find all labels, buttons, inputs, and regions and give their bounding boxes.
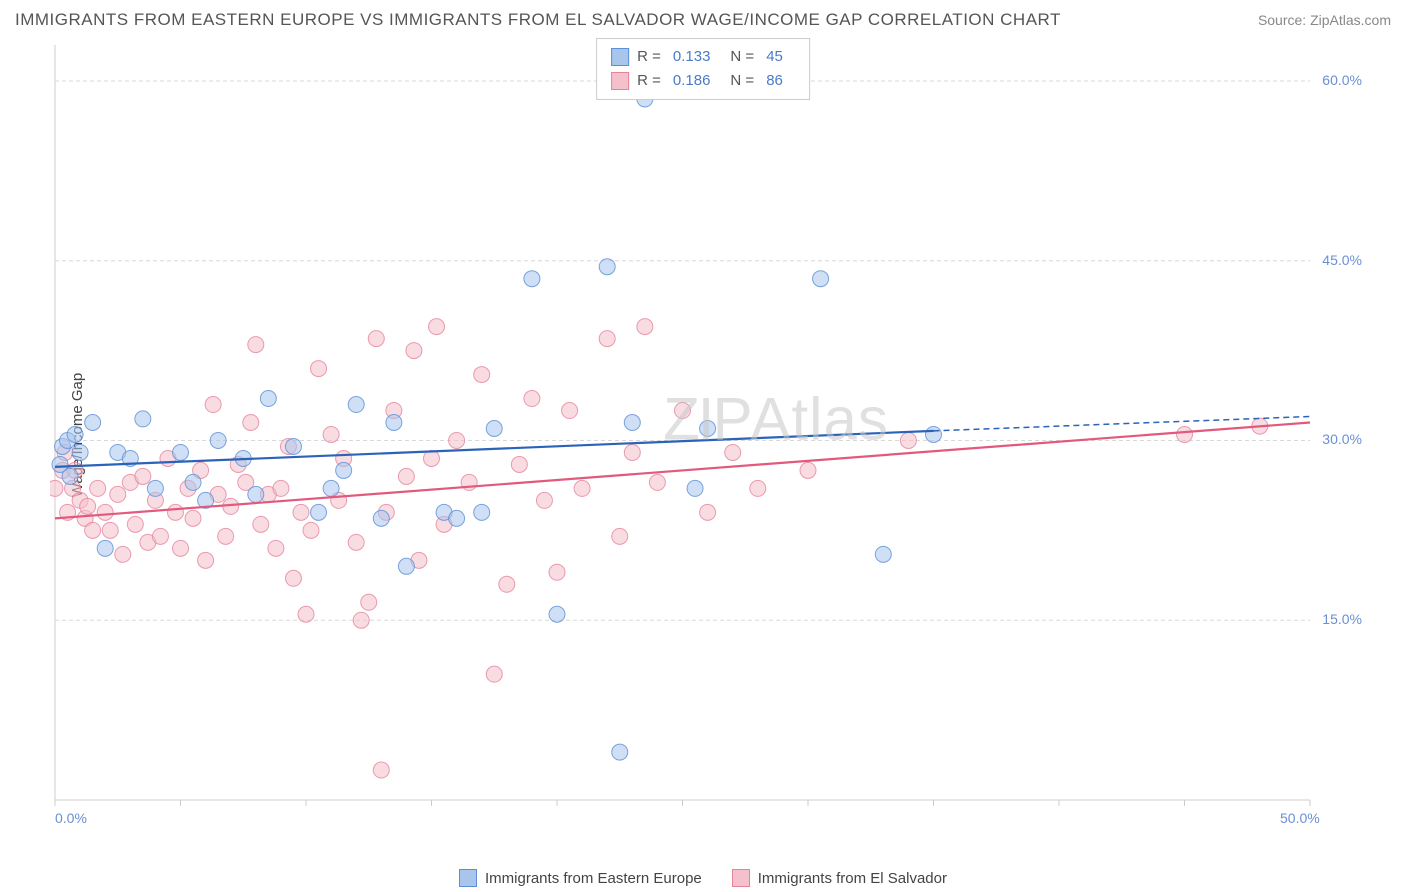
x-tick-label: 0.0% <box>55 810 87 826</box>
r-value: 0.186 <box>673 69 711 93</box>
y-tick-label: 60.0% <box>1322 72 1362 88</box>
legend-series-item: Immigrants from El Salvador <box>732 869 947 887</box>
legend-stats: R = 0.133 N = 45 R = 0.186 N = 86 <box>596 38 810 100</box>
n-value: 45 <box>766 45 783 69</box>
r-value: 0.133 <box>673 45 711 69</box>
legend-swatch <box>611 72 629 90</box>
r-label: R = <box>637 69 661 93</box>
legend-series-item: Immigrants from Eastern Europe <box>459 869 702 887</box>
n-label: N = <box>730 45 754 69</box>
legend-stat-row: R = 0.186 N = 86 <box>611 69 795 93</box>
n-value: 86 <box>766 69 783 93</box>
scatter-plot <box>50 40 1370 830</box>
y-tick-label: 30.0% <box>1322 431 1362 447</box>
legend-swatch <box>732 869 750 887</box>
chart-title: IMMIGRANTS FROM EASTERN EUROPE VS IMMIGR… <box>15 10 1061 30</box>
legend-stat-row: R = 0.133 N = 45 <box>611 45 795 69</box>
source-label: Source: ZipAtlas.com <box>1258 12 1391 28</box>
chart-area: Wage/Income Gap ZIPAtlas 15.0%30.0%45.0%… <box>50 40 1370 830</box>
legend-swatch <box>459 869 477 887</box>
series-name: Immigrants from Eastern Europe <box>485 870 702 887</box>
x-tick-label: 50.0% <box>1280 810 1320 826</box>
y-tick-label: 45.0% <box>1322 252 1362 268</box>
r-label: R = <box>637 45 661 69</box>
n-label: N = <box>730 69 754 93</box>
series-name: Immigrants from El Salvador <box>758 870 947 887</box>
legend-swatch <box>611 48 629 66</box>
y-tick-label: 15.0% <box>1322 611 1362 627</box>
legend-series: Immigrants from Eastern Europe Immigrants… <box>459 869 947 887</box>
